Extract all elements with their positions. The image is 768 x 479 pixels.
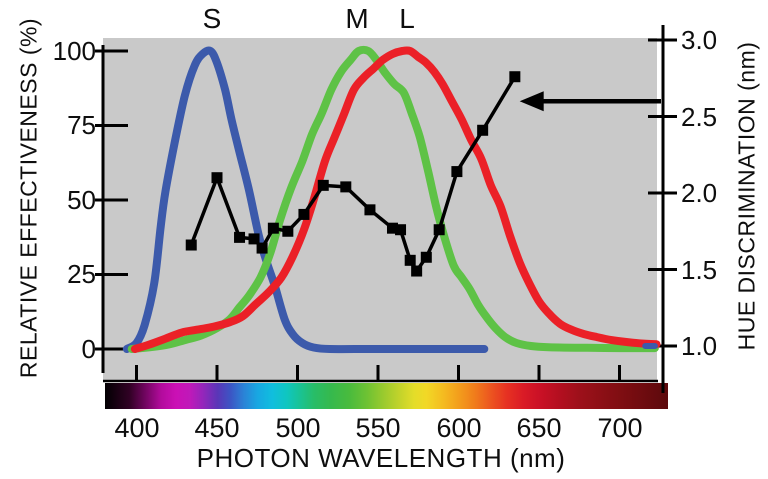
m-cone-curve (127, 45, 659, 353)
hue-data-point (340, 181, 352, 193)
hue-data-point (386, 222, 398, 234)
right-axis-title: HUE DISCRIMINATION (nm) (733, 41, 760, 351)
left-tick-50: 50 (67, 185, 96, 215)
x-tick-700: 700 (597, 413, 643, 443)
hue-data-point (364, 204, 376, 216)
right-tick-3.0: 3.0 (681, 25, 718, 55)
hue-data-point (433, 224, 445, 236)
left-tick-100: 100 (52, 36, 96, 66)
hue-curve-arrowhead-icon (519, 91, 544, 112)
left-tick-0: 0 (81, 334, 96, 364)
hue-data-point (420, 251, 432, 263)
s-cone-curve (122, 46, 489, 354)
hue-data-point (477, 124, 489, 136)
hue-data-point (298, 208, 310, 220)
s-cone-label: S (202, 3, 222, 34)
hue-data-point (211, 172, 223, 184)
x-tick-500: 500 (275, 413, 321, 443)
x-axis-title: PHOTON WAVELENGTH (nm) (196, 443, 566, 473)
hue-data-point (248, 233, 260, 245)
hue-data-point (411, 265, 423, 277)
spectrum-bar (105, 383, 668, 409)
right-tick-2.5: 2.5 (681, 102, 718, 132)
hue-data-point (282, 225, 294, 237)
hue-data-point (451, 166, 463, 178)
x-tick-650: 650 (516, 413, 562, 443)
hue-data-point (317, 179, 329, 191)
left-axis-title: RELATIVE EFFECTIVENESS (%) (15, 17, 42, 379)
hue-data-point (395, 224, 407, 236)
x-tick-550: 550 (355, 413, 401, 443)
x-tick-450: 450 (194, 413, 240, 443)
right-tick-2.0: 2.0 (681, 178, 718, 208)
x-tick-400: 400 (114, 413, 160, 443)
l-cone-curve (130, 46, 661, 353)
hue-data-point (234, 231, 246, 243)
hue-data-point (509, 71, 521, 83)
hue-data-point (185, 239, 197, 251)
right-tick-1.5: 1.5 (681, 255, 718, 285)
hue-data-point (256, 242, 268, 254)
hue-data-point (404, 254, 416, 266)
right-tick-1.0: 1.0 (681, 331, 718, 361)
x-tick-600: 600 (436, 413, 482, 443)
hue-data-point (267, 222, 279, 234)
l-cone-label: L (399, 3, 415, 34)
left-tick-25: 25 (67, 259, 96, 289)
left-tick-75: 75 (67, 110, 96, 140)
m-cone-label: M (345, 3, 369, 34)
